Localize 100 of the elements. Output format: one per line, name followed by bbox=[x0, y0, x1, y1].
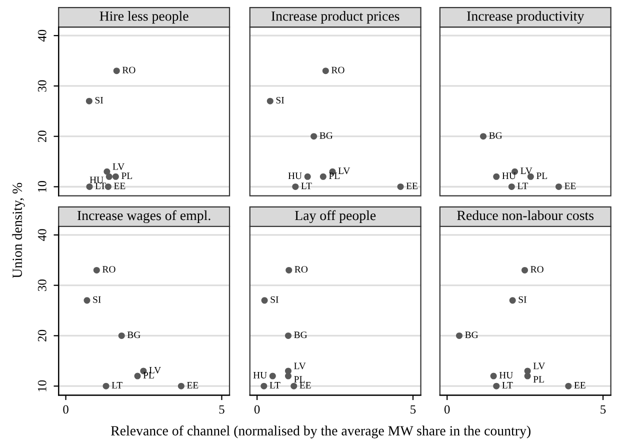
point bbox=[397, 183, 404, 190]
point bbox=[320, 173, 326, 180]
y-tick-label: 20 bbox=[38, 130, 46, 142]
annotation: EE bbox=[564, 182, 576, 190]
annotation: RO bbox=[332, 66, 344, 74]
annotation: RO bbox=[530, 266, 544, 273]
point bbox=[565, 382, 572, 390]
annotation: LT bbox=[301, 182, 312, 190]
point bbox=[86, 98, 92, 104]
point bbox=[509, 297, 516, 304]
annotation: EE bbox=[187, 382, 198, 388]
annotation: LV bbox=[294, 362, 306, 370]
point bbox=[113, 68, 120, 74]
x-tick-label: 5 bbox=[600, 405, 606, 414]
point bbox=[521, 266, 528, 274]
annotation: LT bbox=[270, 382, 280, 388]
x-tick-label: 0 bbox=[444, 405, 450, 414]
x-tick-label: 5 bbox=[219, 405, 224, 414]
point bbox=[290, 382, 298, 390]
point bbox=[102, 382, 110, 390]
chart-title: Increase product prices bbox=[271, 11, 400, 24]
annotation: PL bbox=[143, 372, 154, 378]
y-axis-title: Union density, % bbox=[12, 182, 25, 278]
annotation: HU bbox=[288, 172, 302, 180]
chart-title: Lay off people bbox=[294, 210, 376, 224]
annotation: LT bbox=[112, 382, 122, 388]
annotation: RO bbox=[102, 266, 116, 273]
point bbox=[118, 332, 125, 339]
point bbox=[134, 372, 141, 380]
annotation: PL bbox=[329, 172, 340, 179]
point bbox=[106, 173, 112, 180]
annotation: RO bbox=[122, 66, 136, 74]
point bbox=[284, 372, 292, 380]
annotation: EE bbox=[574, 382, 586, 388]
x-tick-label: 5 bbox=[410, 405, 416, 414]
point bbox=[524, 372, 531, 380]
annotation: LT bbox=[95, 182, 106, 190]
chart-title: Reduce non-labour costs bbox=[457, 210, 594, 220]
annotation: HU bbox=[499, 372, 513, 378]
annotation: HU bbox=[90, 176, 104, 184]
point bbox=[266, 98, 274, 104]
annotation: EE bbox=[300, 382, 311, 388]
annotation: SI bbox=[270, 296, 278, 303]
point bbox=[490, 372, 497, 380]
annotation: EE bbox=[406, 182, 418, 190]
annotation: EE bbox=[114, 182, 126, 190]
chart-title: Hire less people bbox=[100, 11, 188, 24]
point bbox=[286, 266, 292, 274]
point bbox=[261, 297, 268, 304]
annotation: HU bbox=[502, 172, 516, 180]
y-tick-label: 30 bbox=[38, 80, 46, 92]
annotation: LV bbox=[112, 163, 124, 170]
y-tick-label: 10 bbox=[38, 380, 46, 392]
annotation: LV bbox=[338, 168, 350, 174]
x-tick-label: 0 bbox=[254, 405, 260, 414]
point bbox=[269, 372, 276, 380]
y-tick-label: 40 bbox=[38, 30, 46, 42]
point bbox=[178, 382, 184, 390]
y-tick-label: 30 bbox=[38, 280, 46, 291]
point bbox=[284, 332, 292, 339]
point bbox=[84, 297, 90, 304]
annotation: SI bbox=[95, 96, 104, 104]
chart-title: Increase productivity bbox=[467, 11, 584, 24]
point bbox=[112, 173, 119, 180]
point bbox=[555, 183, 562, 190]
point bbox=[322, 68, 329, 74]
point bbox=[493, 382, 500, 390]
annotation: SI bbox=[276, 96, 284, 104]
annotation: PL bbox=[533, 376, 544, 383]
point bbox=[310, 133, 318, 140]
chart-title: Increase wages of empl. bbox=[77, 210, 210, 224]
annotation: BG bbox=[320, 132, 333, 139]
y-tick-label: 20 bbox=[38, 330, 46, 342]
annotation: HU bbox=[253, 372, 267, 378]
point bbox=[304, 173, 311, 180]
x-tick-label: 0 bbox=[63, 405, 68, 414]
point bbox=[260, 382, 268, 390]
annotation: PL bbox=[536, 172, 547, 179]
annotation: SI bbox=[93, 296, 101, 303]
annotation: LT bbox=[502, 382, 513, 388]
point bbox=[480, 133, 487, 140]
point bbox=[86, 183, 93, 190]
point bbox=[292, 183, 299, 190]
annotation: BG bbox=[294, 332, 308, 338]
annotation: PL bbox=[122, 172, 132, 179]
point bbox=[456, 332, 463, 339]
y-tick-label: 40 bbox=[38, 229, 46, 241]
point bbox=[493, 173, 500, 180]
annotation: LV bbox=[533, 362, 546, 370]
annotation: LT bbox=[517, 182, 528, 190]
annotation: LV bbox=[520, 168, 532, 174]
annotation: LV bbox=[149, 366, 161, 374]
annotation: SI bbox=[518, 296, 526, 303]
annotation: BG bbox=[465, 332, 478, 338]
annotation: BG bbox=[489, 132, 502, 139]
y-tick-label: 10 bbox=[38, 180, 46, 192]
point bbox=[93, 266, 100, 274]
annotation: BG bbox=[127, 332, 140, 338]
point bbox=[508, 183, 515, 190]
annotation: RO bbox=[294, 266, 308, 273]
